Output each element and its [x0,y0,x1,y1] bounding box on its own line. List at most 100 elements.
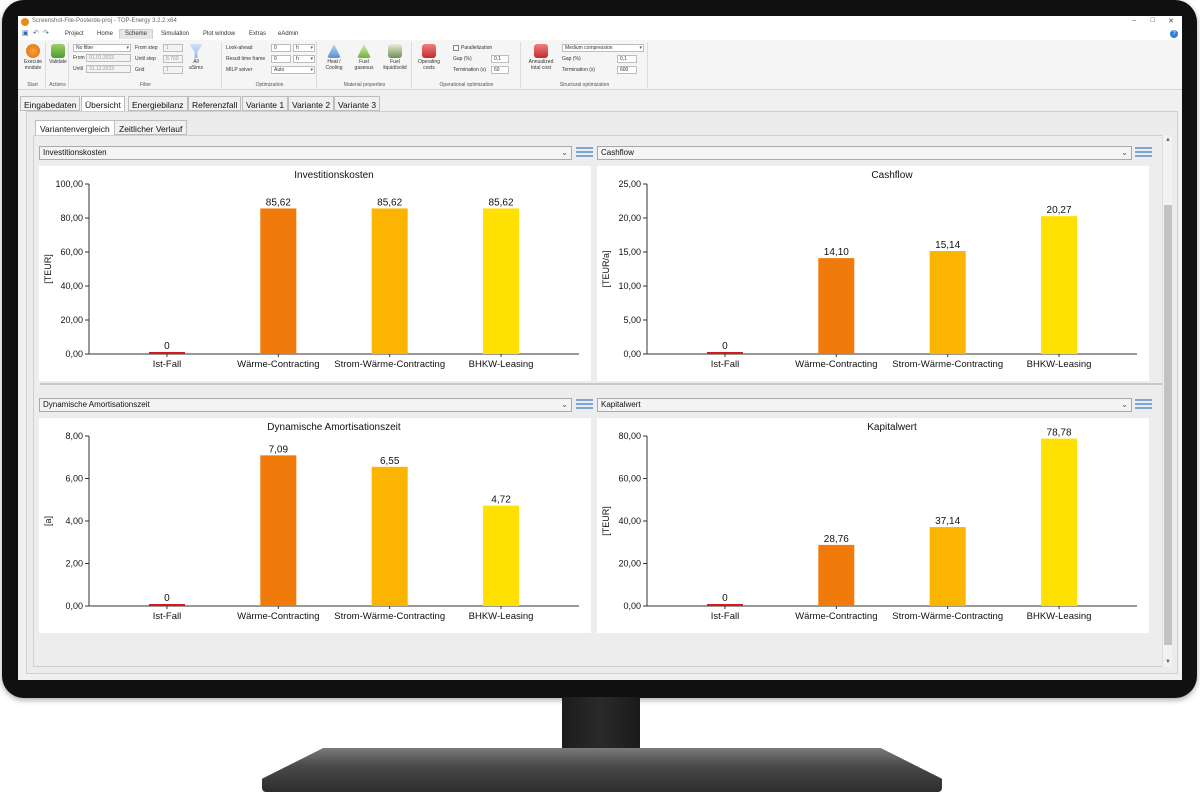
minimize-button[interactable]: – [1132,17,1136,24]
chart-selector-top-right[interactable]: Cashflow ⌄ [597,146,1132,160]
from-label: From [73,55,85,61]
y-axis-label: [TEUR] [43,254,53,284]
scroll-down-icon[interactable]: ▼ [1165,659,1171,665]
compression-select[interactable]: Medium compression ▾ [562,44,644,52]
from-step-field[interactable]: 1 [163,44,183,52]
structural-gap-field[interactable]: 0,1 [617,55,637,63]
bar [706,352,743,354]
x-tick-label: Wärme-Contracting [795,359,877,370]
menu-tab-plot-window[interactable]: Plot window [203,31,236,37]
undo-icon[interactable]: ↶ [33,30,39,37]
termination-field[interactable]: 60 [491,66,509,74]
y-tick-label: 25,00 [618,179,641,189]
grid-field[interactable]: 1 [163,66,183,74]
operating-costs-button[interactable]: Operating costs [415,44,443,71]
data-label: 85,62 [377,197,402,208]
fuel-liquid-button[interactable]: Fuel liquid/solid [380,44,410,71]
x-tick-label: Wärme-Contracting [237,359,319,370]
all-label: All [193,59,199,65]
window-title: Screenshot-File-Posterde-proj - TOP-Ener… [32,18,177,24]
data-label: 15,14 [935,240,960,251]
all-alarms-button[interactable]: All aSims [186,44,206,71]
app-logo-icon [21,18,29,26]
group-label-structural: Structural optimization [559,82,610,88]
tab-uebersicht[interactable]: Übersicht [81,96,125,112]
y-tick-label: 4,00 [65,516,83,526]
structural-termination-field[interactable]: 600 [617,66,637,74]
until-step-field[interactable]: 8.760 [163,55,183,63]
menu-tab-home[interactable]: Home [97,31,114,37]
x-tick-label: BHKW-Leasing [469,611,534,622]
execute-module-button[interactable]: Execute module [21,44,45,71]
annualized-total-cost-button[interactable]: Annualized total cost [524,44,558,71]
bar [260,455,297,606]
alarms-label: aSims [189,65,203,71]
group-label-material: Material properties [343,82,386,88]
until-date-field[interactable]: 31.12.2023 [86,65,131,73]
menu-tab-extras[interactable]: Extras [249,31,267,37]
y-tick-label: 80,00 [618,431,641,441]
tab-variantenvergleich[interactable]: Variantenvergleich [35,120,115,136]
data-label: 0 [164,341,170,352]
lookahead-unit-select[interactable]: h ▾ [293,44,315,52]
vertical-scrollbar[interactable]: ▲ ▼ [1162,135,1172,667]
menu-tab-simulation[interactable]: Simulation [161,31,190,37]
filter-select[interactable]: No filter ▾ [73,44,131,52]
list-icon[interactable] [576,399,593,411]
help-icon[interactable]: ? [1170,30,1178,38]
x-tick-label: Ist-Fall [711,611,740,622]
bar [706,604,743,606]
from-date-field[interactable]: 01.01.2023 [86,54,131,62]
parallelization-checkbox[interactable] [453,45,459,51]
bar [929,251,966,354]
x-tick-label: Ist-Fall [153,611,182,622]
menu-tab-project[interactable]: Project [65,31,84,37]
chevron-down-icon: ▾ [126,45,129,51]
result-time-frame-field[interactable]: 0 [271,55,291,63]
execute-module-label: Execute module [23,59,43,71]
menu-tab-eadmin[interactable]: eAdmin [278,31,299,37]
grid-label: Grid [135,67,145,73]
group-label-operational: Operational optimization [439,82,494,88]
y-tick-label: 0,00 [623,601,641,611]
scroll-thumb[interactable] [1164,205,1172,645]
scroll-up-icon[interactable]: ▲ [1165,137,1171,143]
lookahead-field[interactable]: 0 [271,44,291,52]
chart-title: Cashflow [871,170,913,181]
chart-selector-bottom-left[interactable]: Dynamische Amortisationszeit ⌄ [39,398,572,412]
y-tick-label: 20,00 [618,559,641,569]
gap-field[interactable]: 0,1 [491,55,509,63]
result-time-frame-unit-select[interactable]: h ▾ [293,55,315,63]
tab-referenzfall[interactable]: Referenzfall [188,96,242,111]
redo-icon[interactable]: ↷ [43,30,49,37]
menu-tab-scheme[interactable]: Scheme [119,29,154,39]
tab-zeitlicher-verlauf[interactable]: Zeitlicher Verlauf [114,120,188,135]
tab-variante-2[interactable]: Variante 2 [288,96,335,111]
fuel-gaseous-button[interactable]: Fuel gaseous [350,44,378,71]
y-tick-label: 6,00 [65,474,83,484]
tab-eingabedaten[interactable]: Eingabedaten [20,96,81,111]
validate-button[interactable]: Validate [48,44,68,65]
parallelization-label: Parallelization [461,45,493,51]
chart-selector-bottom-right[interactable]: Kapitalwert ⌄ [597,398,1132,412]
tab-energiebilanz[interactable]: Energiebilanz [128,96,188,111]
save-icon[interactable]: ▣ [22,30,29,37]
list-icon[interactable] [576,147,593,159]
monitor-stand [262,748,942,792]
maximize-button[interactable]: □ [1150,17,1155,24]
y-axis-label: [TEUR] [601,506,611,536]
list-icon[interactable] [1135,399,1152,411]
list-icon[interactable] [1135,147,1152,159]
from-step-label: From step [135,45,158,51]
chart-selector-top-left[interactable]: Investitionskosten ⌄ [39,146,572,160]
milp-solver-select[interactable]: Auto ▾ [271,66,315,74]
tab-variante-3[interactable]: Variante 3 [334,96,381,111]
splitter[interactable] [40,383,1163,385]
heat-cooling-button[interactable]: Heat / Cooling [320,44,348,71]
ribbon-group-optimization: Look-ahead 0 h ▾ Result time frame 0 h ▾ M… [223,42,317,88]
funnel-icon [189,44,203,58]
tab-variante-1[interactable]: Variante 1 [242,96,289,111]
y-tick-label: 10,00 [618,281,641,291]
close-button[interactable]: ✕ [1168,18,1174,25]
fuel-liquid-label: Fuel liquid/solid [383,59,407,71]
